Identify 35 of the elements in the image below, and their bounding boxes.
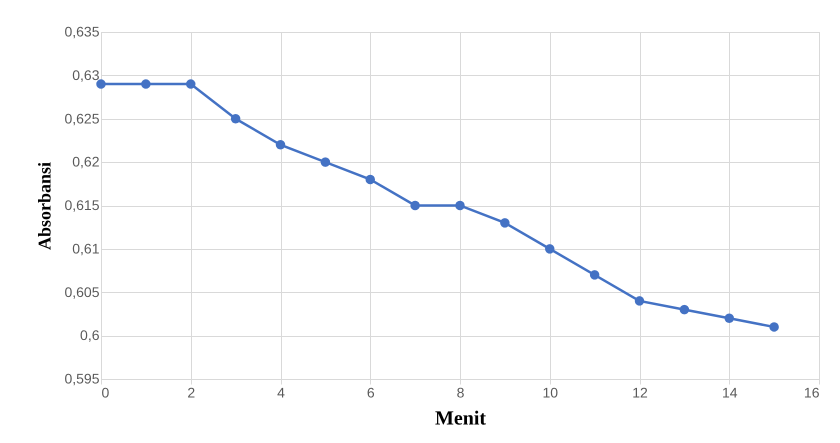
y-axis-title: Absorbansi [34, 162, 54, 250]
y-tick-label: 0,6 [80, 327, 100, 344]
y-tick-label: 0,63 [72, 66, 100, 83]
point [320, 157, 330, 167]
y-tick-label: 0,615 [64, 197, 100, 213]
x-tick-label: 8 [456, 384, 465, 400]
point [186, 79, 196, 89]
x-tick-label: 2 [187, 384, 196, 400]
point [410, 200, 420, 210]
y-tick-label: 0,635 [64, 24, 100, 40]
point [500, 218, 510, 228]
point [141, 79, 151, 89]
x-tick-label: 12 [632, 384, 648, 400]
y-tick-label: 0,605 [64, 284, 100, 300]
y-tick-label: 0,595 [64, 370, 100, 386]
y-tick-label: 0,625 [64, 110, 100, 126]
x-tick-label: 0 [102, 384, 110, 400]
point [455, 200, 465, 210]
point [230, 114, 240, 124]
x-tick-label: 16 [804, 384, 820, 400]
x-tick-label: 6 [366, 384, 375, 400]
point [634, 296, 644, 306]
point [680, 304, 690, 314]
y-tick-label: 0,62 [72, 154, 100, 170]
point [590, 270, 600, 280]
x-tick-label: 4 [277, 384, 286, 400]
x-axis-title: Menit [434, 408, 486, 430]
x-tick-label: 10 [542, 384, 558, 400]
point [545, 244, 554, 254]
y-tick-label: 0,61 [72, 240, 100, 256]
x-tick-label: 14 [722, 384, 738, 400]
point [724, 314, 734, 324]
point [769, 322, 779, 332]
point [276, 140, 286, 150]
point [366, 174, 375, 184]
